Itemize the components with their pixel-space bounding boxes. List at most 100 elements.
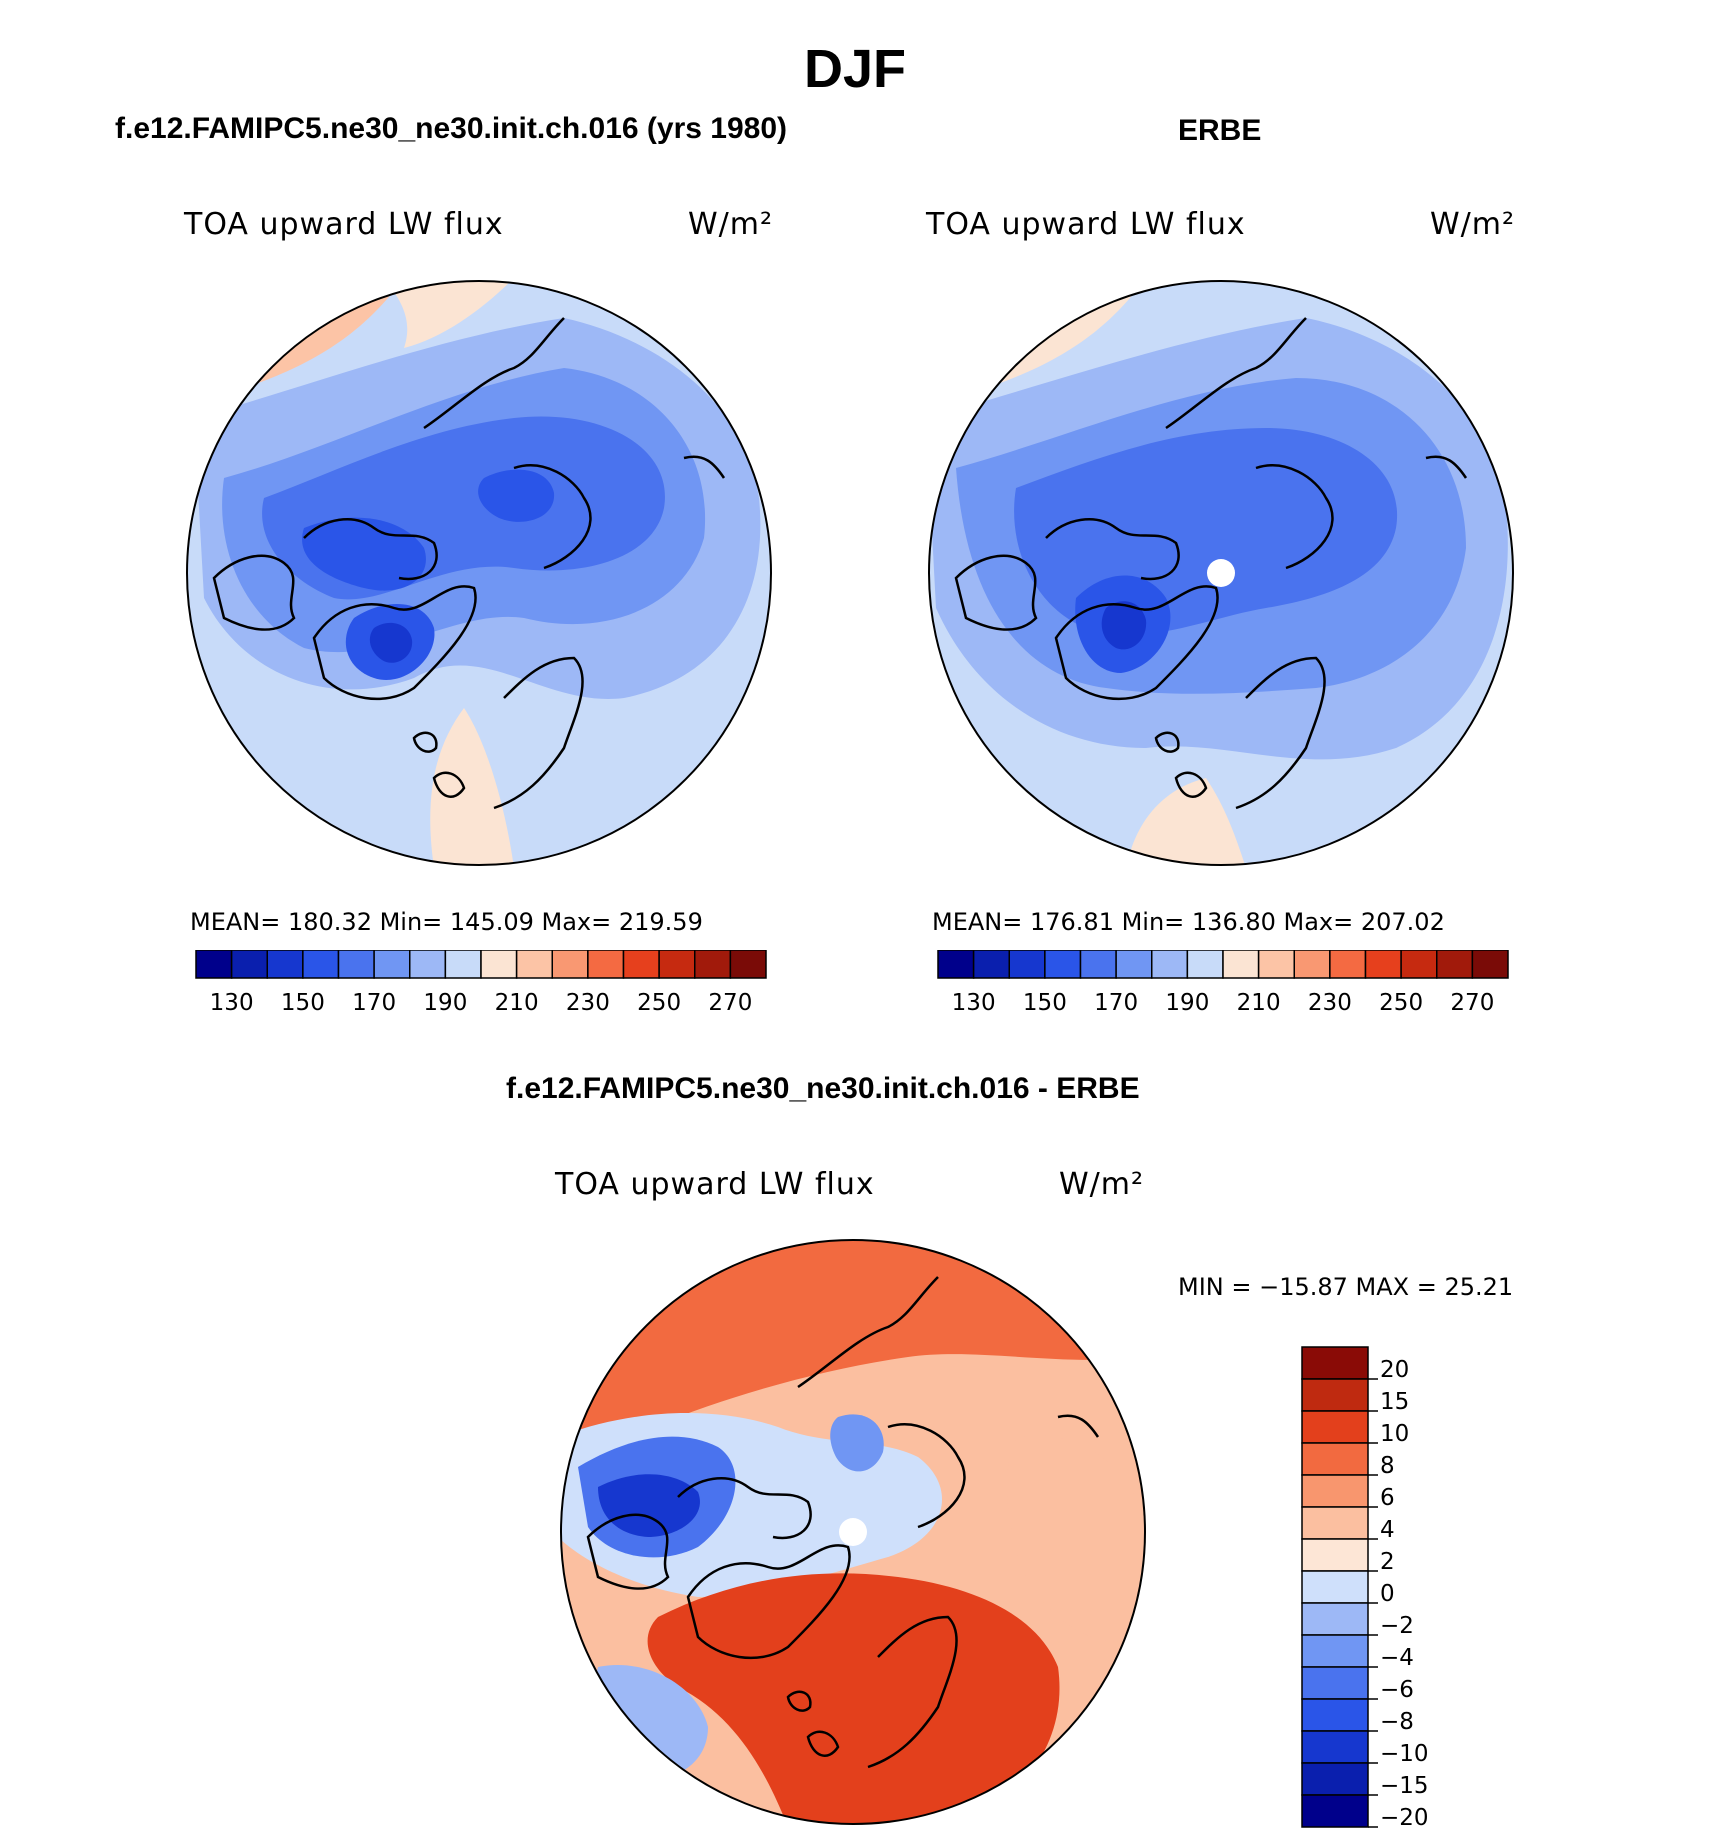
map-3-region-pos-north — [561, 1240, 1145, 1447]
panel-3-units: W/m² — [1059, 1167, 1145, 1202]
colorbar-1-box — [551, 950, 589, 979]
panel-1-variable: TOA upward LW flux — [184, 207, 504, 242]
colorbar-2-box — [1008, 950, 1046, 979]
map-2-outline — [928, 280, 1514, 866]
colorbar-1-box — [444, 950, 482, 979]
colorbar-3-box — [1301, 1794, 1369, 1828]
colorbar-3-box — [1301, 1378, 1369, 1412]
colorbar-1-tick-label: 210 — [495, 990, 539, 1016]
colorbar-3-tick-label: 8 — [1380, 1453, 1395, 1479]
map-1-region-coldest — [369, 622, 413, 663]
colorbar-2-box — [1364, 950, 1402, 979]
map-3-coastlines — [586, 1276, 1100, 1769]
map-1-outline — [186, 280, 772, 866]
colorbar-1-box — [658, 950, 696, 979]
map-3-region-neg-siberia — [830, 1414, 884, 1472]
colorbar-1-box — [587, 950, 625, 979]
colorbar-3-tick-label: −8 — [1380, 1709, 1414, 1735]
colorbar-2-box — [1115, 950, 1153, 979]
colorbar-1-box — [515, 950, 553, 979]
colorbar-2-box — [1400, 950, 1438, 979]
colorbar-2-tick-label: 230 — [1308, 990, 1352, 1016]
colorbar-2-tick-label: 190 — [1165, 990, 1209, 1016]
colorbar-2-tick-label: 250 — [1379, 990, 1423, 1016]
panel-2-title: ERBE — [1178, 114, 1262, 147]
polar-map-difference — [560, 1239, 1146, 1825]
colorbar-2-box — [1079, 950, 1117, 979]
colorbar-1-box — [622, 950, 660, 979]
colorbar-3-tick-label: −2 — [1380, 1613, 1414, 1639]
map-3-region-pos-east — [1006, 1435, 1145, 1643]
colorbar-1-tick-label: 190 — [423, 990, 467, 1016]
colorbar-2-ticks: 130 150 170 190 210 230 250 270 — [952, 990, 1495, 1016]
colorbar-2-box — [1257, 950, 1295, 979]
colorbar-3-box — [1301, 1570, 1369, 1604]
colorbar-2-box — [1044, 950, 1082, 979]
map-3-region-pos-europe — [647, 1573, 1060, 1824]
panel-2-stats: MEAN= 176.81 Min= 136.80 Max= 207.02 — [932, 908, 1445, 936]
polar-map-erbe — [928, 280, 1514, 866]
map-3-outline — [560, 1239, 1146, 1825]
panel-2-variable: TOA upward LW flux — [926, 207, 1246, 242]
colorbar-2-tick-label: 150 — [1023, 990, 1067, 1016]
map-2-region-warm-s — [1126, 778, 1246, 865]
colorbar-1-tick-label: 170 — [352, 990, 396, 1016]
colorbar-3-box — [1301, 1506, 1369, 1540]
colorbar-3-tick-label: 10 — [1380, 1421, 1409, 1447]
colorbar-2-box — [1436, 950, 1474, 979]
colorbar-1-ticks: 130 150 170 190 210 230 250 270 — [210, 990, 753, 1016]
panel-3-stats: MIN = −15.87 MAX = 25.21 — [1178, 1273, 1514, 1301]
colorbar-3-boxes — [1301, 1346, 1369, 1828]
colorbar-3-box — [1301, 1634, 1369, 1668]
map-2-region-coldest — [1101, 601, 1147, 650]
colorbar-1-box — [337, 950, 375, 979]
colorbar-3-box — [1301, 1474, 1369, 1508]
figure-title: DJF — [803, 39, 906, 99]
colorbar-3-tick-label: 20 — [1380, 1357, 1409, 1383]
colorbar-erbe: 130 150 170 190 210 230 250 270 — [937, 950, 1509, 1016]
colorbar-1-tick-label: 270 — [708, 990, 752, 1016]
colorbar-3-box — [1301, 1602, 1369, 1636]
colorbar-3-box — [1301, 1666, 1369, 1700]
colorbar-3-box — [1301, 1762, 1369, 1796]
colorbar-3-tick-label: 4 — [1380, 1517, 1395, 1543]
map-1-region-warm-n — [384, 281, 514, 348]
map-1-region-warm-s — [430, 708, 514, 865]
colorbar-3-tick-label: −10 — [1380, 1741, 1429, 1767]
colorbar-3-box — [1301, 1538, 1369, 1572]
colorbar-1-tick-label: 250 — [637, 990, 681, 1016]
colorbar-3-box — [1301, 1442, 1369, 1476]
colorbar-3-tick-label: −20 — [1380, 1805, 1429, 1831]
colorbar-3-tick-label: −15 — [1380, 1773, 1429, 1799]
panel-2-units: W/m² — [1430, 207, 1516, 242]
colorbar-2-box — [937, 950, 975, 979]
colorbar-3-tick-label: −4 — [1380, 1645, 1414, 1671]
colorbar-2-box — [1186, 950, 1224, 979]
colorbar-2-box — [1151, 950, 1189, 979]
colorbar-1-box — [195, 950, 233, 979]
colorbar-3-box — [1301, 1410, 1369, 1444]
map-2-pole-gap — [1207, 559, 1235, 587]
colorbar-3-tick-label: 15 — [1380, 1389, 1409, 1415]
colorbar-1-boxes — [195, 950, 767, 979]
colorbar-1-box — [729, 950, 767, 979]
colorbar-2-tick-label: 170 — [1094, 990, 1138, 1016]
colorbar-1-box — [373, 950, 411, 979]
colorbar-1-box — [480, 950, 518, 979]
colorbar-3-box — [1301, 1346, 1369, 1380]
colorbar-2-boxes — [937, 950, 1509, 979]
colorbar-3-tick-label: 2 — [1380, 1549, 1395, 1575]
colorbar-1-tick-label: 230 — [566, 990, 610, 1016]
colorbar-2-tick-label: 130 — [952, 990, 996, 1016]
colorbar-1-box — [409, 950, 447, 979]
map-3-pole-gap — [839, 1518, 867, 1546]
colorbar-2-box — [972, 950, 1010, 979]
colorbar-1-box — [302, 950, 340, 979]
panel-3-variable: TOA upward LW flux — [555, 1167, 875, 1202]
panel-1-units: W/m² — [688, 207, 774, 242]
panel-1-stats: MEAN= 180.32 Min= 145.09 Max= 219.59 — [190, 908, 703, 936]
colorbar-model: 130 150 170 190 210 230 250 270 — [195, 950, 767, 1016]
panel-3-title: f.e12.FAMIPC5.ne30_ne30.init.ch.016 - ER… — [506, 1072, 1140, 1105]
